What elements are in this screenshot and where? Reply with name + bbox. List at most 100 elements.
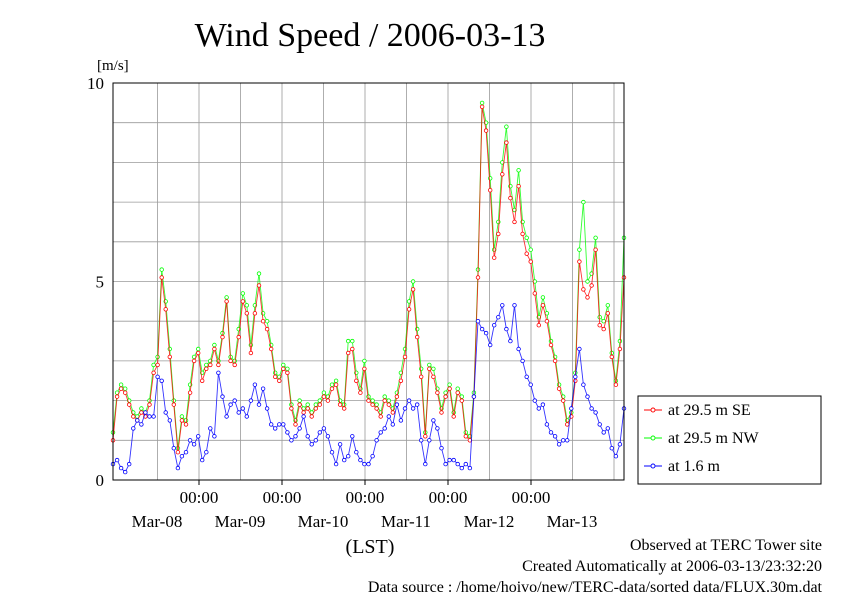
data-point [613,382,619,387]
data-point [573,374,578,379]
data-point [512,303,517,308]
data-point [269,422,274,427]
data-point [151,362,156,368]
data-point [333,378,339,383]
data-point [386,402,391,407]
data-point [309,442,314,447]
data-point [139,422,144,427]
data-point [439,410,444,415]
data-point [366,398,371,403]
x-date-label: Mar-10 [298,512,349,531]
data-point [504,140,509,145]
x-time-tick-label: 00:00 [429,488,468,507]
data-point [512,219,517,225]
data-point [220,334,225,340]
data-point [427,362,432,368]
data-point [589,283,594,288]
data-point [479,104,485,109]
data-point [581,199,586,205]
data-point [451,457,456,463]
data-point [435,426,440,431]
data-point [561,398,566,403]
data-point [289,438,294,443]
data-point [333,382,339,387]
legend-label: at 29.5 m SE [668,402,751,419]
data-point [556,442,562,447]
data-point [423,461,428,467]
data-point [297,398,302,403]
data-point [536,406,541,411]
data-point [236,410,241,415]
data-point [617,346,623,352]
data-point [516,346,521,352]
data-point [114,394,120,399]
legend-box [637,395,822,485]
data-point [151,370,156,375]
x-date-label: Mar-09 [215,512,266,531]
data-point [435,390,440,395]
y-tick-label: 5 [96,273,105,292]
data-point [378,430,383,435]
data-point [552,434,558,439]
data-point [492,323,497,328]
data-point [374,438,379,443]
data-point [540,295,546,300]
x-time-tick-label: 00:00 [346,488,385,507]
footer-created: Created Automatically at 2006-03-13/23:3… [522,558,822,575]
data-point [309,414,314,419]
data-point [479,100,485,106]
footer-source: Data source : /home/hoivo/new/TERC-data/… [368,579,823,595]
data-point [228,358,233,364]
data-point [451,414,456,419]
data-point [252,382,258,387]
data-point [427,366,432,371]
data-point [260,386,266,391]
data-point [496,315,501,320]
data-point [342,457,347,463]
data-point [159,275,164,280]
x-axis-label: (LST) [346,536,395,558]
data-point [179,418,185,423]
data-point [305,402,310,407]
footer-site: Observed at TERC Tower site [630,537,822,554]
data-point [159,378,164,383]
data-point [398,378,404,383]
data-point [248,350,254,356]
data-point [350,434,355,439]
data-point [463,461,468,467]
data-point [131,414,136,419]
data-point [179,414,185,419]
data-point [285,430,290,435]
data-point [423,434,428,439]
y-axis-ticks: 0 5 10 [87,74,104,490]
data-point [167,354,172,360]
data-point [370,402,375,407]
data-point [269,346,274,352]
data-point [139,406,144,411]
data-point [601,430,606,435]
data-point [581,287,586,292]
data-point [240,406,245,411]
data-point [370,454,375,459]
data-point [577,346,582,352]
x-time-tick-label: 00:00 [512,488,551,507]
data-point [126,402,132,407]
data-point [463,434,468,439]
data-point [475,319,481,324]
data-point [325,434,331,439]
data-point [183,450,189,455]
data-point [167,346,172,352]
data-point [122,386,128,391]
data-point [313,406,318,411]
x-date-label: Mar-12 [464,512,515,531]
data-point [532,398,537,403]
data-point [528,382,533,387]
data-point [350,338,355,344]
data-point [277,378,282,383]
data-point [402,354,408,360]
data-point [382,398,387,403]
data-point [155,374,160,379]
data-point [382,426,387,431]
data-point [147,414,152,419]
data-point [139,410,144,415]
